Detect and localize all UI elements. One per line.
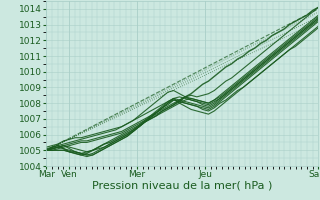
- X-axis label: Pression niveau de la mer( hPa ): Pression niveau de la mer( hPa ): [92, 181, 273, 191]
